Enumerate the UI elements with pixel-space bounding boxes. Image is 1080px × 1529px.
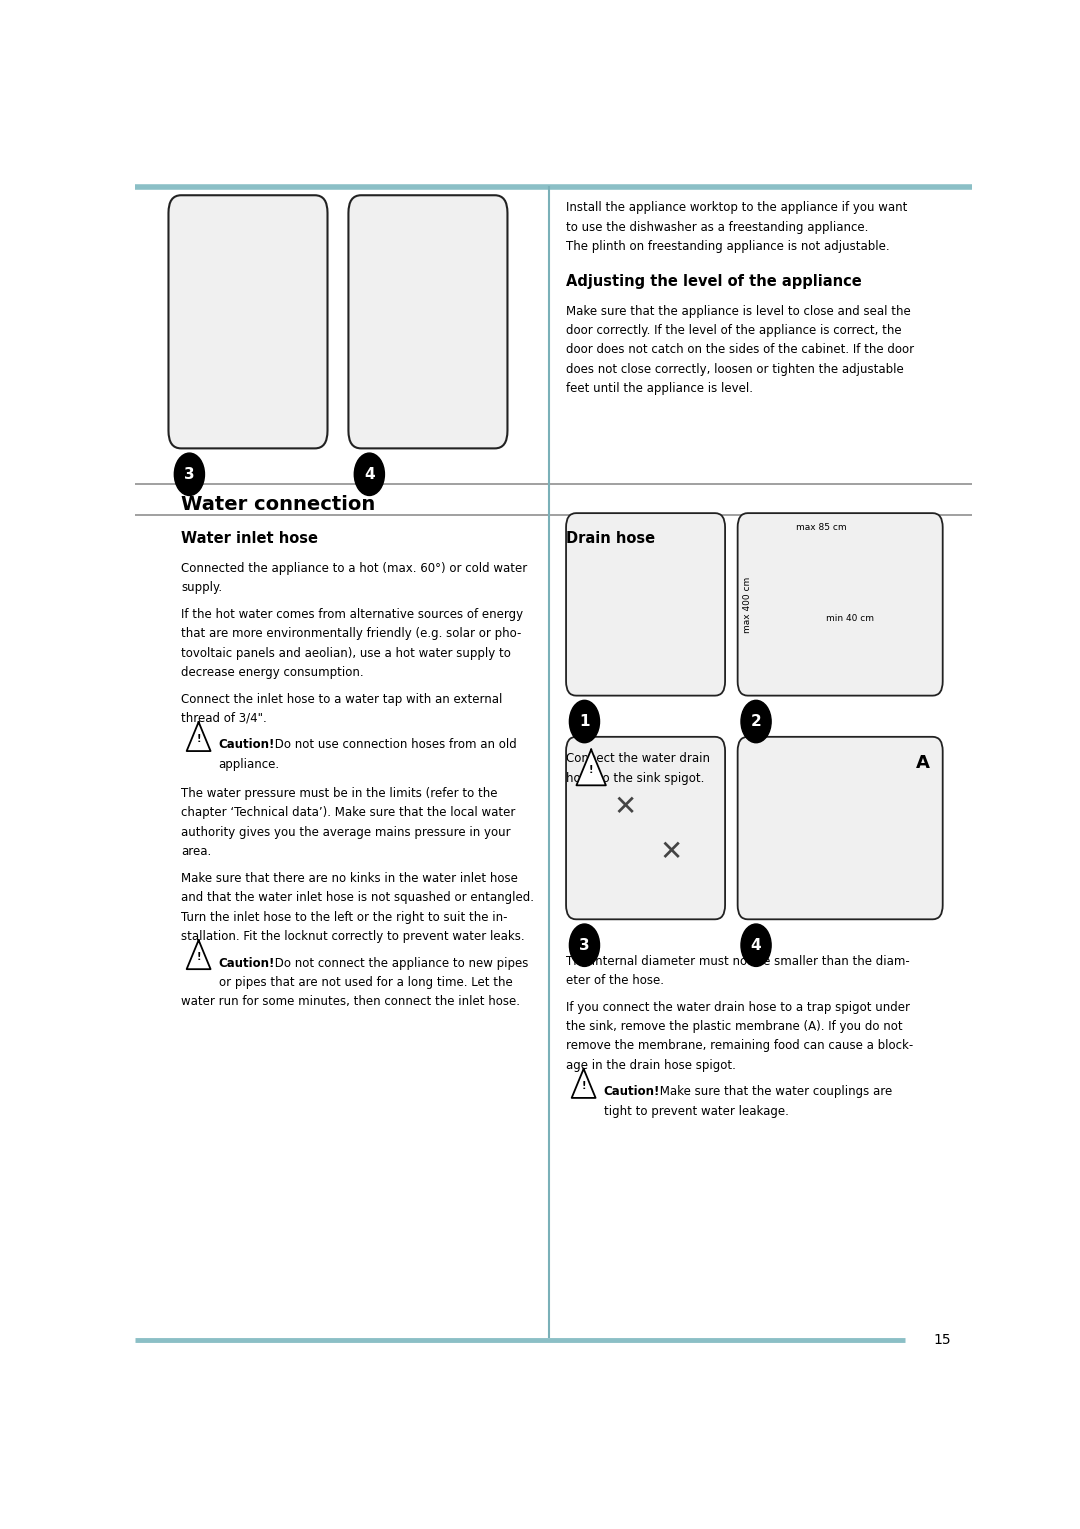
FancyBboxPatch shape <box>566 514 725 696</box>
Text: ✕: ✕ <box>613 794 636 821</box>
FancyBboxPatch shape <box>738 737 943 919</box>
Circle shape <box>741 700 771 743</box>
Circle shape <box>354 453 384 495</box>
Text: Do not connect the appliance to new pipes: Do not connect the appliance to new pipe… <box>271 957 529 969</box>
Text: eter of the hose.: eter of the hose. <box>566 974 664 988</box>
Polygon shape <box>571 1069 595 1098</box>
Text: 3: 3 <box>184 466 194 482</box>
Text: tovoltaic panels and aeolian), use a hot water supply to: tovoltaic panels and aeolian), use a hot… <box>181 647 511 659</box>
FancyBboxPatch shape <box>349 196 508 448</box>
Text: The internal diameter must not be smaller than the diam-: The internal diameter must not be smalle… <box>566 954 909 968</box>
Text: age in the drain hose spigot.: age in the drain hose spigot. <box>566 1058 735 1072</box>
Text: stallation. Fit the locknut correctly to prevent water leaks.: stallation. Fit the locknut correctly to… <box>181 930 525 943</box>
Text: If the hot water comes from alternative sources of energy: If the hot water comes from alternative … <box>181 609 523 621</box>
Text: decrease energy consumption.: decrease energy consumption. <box>181 667 364 679</box>
FancyBboxPatch shape <box>168 196 327 448</box>
Text: Turn the inlet hose to the left or the right to suit the in-: Turn the inlet hose to the left or the r… <box>181 911 508 924</box>
Text: Install the appliance worktop to the appliance if you want: Install the appliance worktop to the app… <box>566 202 907 214</box>
Text: Drain hose: Drain hose <box>566 531 656 546</box>
Text: If you connect the water drain hose to a trap spigot under: If you connect the water drain hose to a… <box>566 1000 910 1014</box>
Text: 2: 2 <box>751 714 761 729</box>
Text: min 40 cm: min 40 cm <box>825 615 874 624</box>
Text: !: ! <box>589 764 593 775</box>
Text: thread of 3/4".: thread of 3/4". <box>181 713 267 725</box>
Text: Caution!: Caution! <box>218 957 275 969</box>
Text: A: A <box>916 754 930 772</box>
Polygon shape <box>187 722 211 751</box>
Text: Connect the inlet hose to a water tap with an external: Connect the inlet hose to a water tap wi… <box>181 693 502 705</box>
Text: Connected the appliance to a hot (max. 60°) or cold water: Connected the appliance to a hot (max. 6… <box>181 561 527 575</box>
Text: does not close correctly, loosen or tighten the adjustable: does not close correctly, loosen or tigh… <box>566 362 904 376</box>
Text: area.: area. <box>181 846 212 858</box>
Text: feet until the appliance is level.: feet until the appliance is level. <box>566 382 753 396</box>
Text: door correctly. If the level of the appliance is correct, the: door correctly. If the level of the appl… <box>566 324 902 336</box>
Polygon shape <box>577 749 606 786</box>
Text: 15: 15 <box>934 1333 951 1347</box>
Text: authority gives you the average mains pressure in your: authority gives you the average mains pr… <box>181 826 511 839</box>
Text: water run for some minutes, then connect the inlet hose.: water run for some minutes, then connect… <box>181 995 521 1009</box>
Circle shape <box>741 924 771 966</box>
Text: Water connection: Water connection <box>181 495 375 514</box>
FancyBboxPatch shape <box>566 737 725 919</box>
Text: Water inlet hose: Water inlet hose <box>181 531 318 546</box>
Text: chapter ‘Technical data’). Make sure that the local water: chapter ‘Technical data’). Make sure tha… <box>181 806 515 820</box>
Text: to use the dishwasher as a freestanding appliance.: to use the dishwasher as a freestanding … <box>566 220 868 234</box>
Text: Make sure that there are no kinks in the water inlet hose: Make sure that there are no kinks in the… <box>181 872 518 885</box>
Text: 4: 4 <box>751 937 761 953</box>
Circle shape <box>569 700 599 743</box>
Text: !: ! <box>197 734 201 743</box>
Text: remove the membrane, remaining food can cause a block-: remove the membrane, remaining food can … <box>566 1040 914 1052</box>
Text: door does not catch on the sides of the cabinet. If the door: door does not catch on the sides of the … <box>566 344 914 356</box>
Text: that are more environmentally friendly (e.g. solar or pho-: that are more environmentally friendly (… <box>181 627 522 641</box>
Text: 1: 1 <box>579 714 590 729</box>
Text: Caution!: Caution! <box>218 739 275 751</box>
Text: the sink, remove the plastic membrane (A). If you do not: the sink, remove the plastic membrane (A… <box>566 1020 903 1034</box>
Text: 4: 4 <box>364 466 375 482</box>
Text: Adjusting the level of the appliance: Adjusting the level of the appliance <box>566 274 862 289</box>
Text: Caution!: Caution! <box>604 1086 660 1098</box>
Text: max 400 cm: max 400 cm <box>743 576 752 633</box>
Circle shape <box>174 453 204 495</box>
Text: appliance.: appliance. <box>218 758 280 771</box>
Text: and that the water inlet hose is not squashed or entangled.: and that the water inlet hose is not squ… <box>181 891 534 904</box>
Circle shape <box>569 924 599 966</box>
Text: or pipes that are not used for a long time. Let the: or pipes that are not used for a long ti… <box>218 976 512 989</box>
Text: hose to the sink spigot.: hose to the sink spigot. <box>566 772 704 784</box>
Text: ✕: ✕ <box>659 838 683 865</box>
Text: !: ! <box>197 953 201 962</box>
Text: max 85 cm: max 85 cm <box>796 523 847 532</box>
Text: Do not use connection hoses from an old: Do not use connection hoses from an old <box>271 739 517 751</box>
Text: Make sure that the appliance is level to close and seal the: Make sure that the appliance is level to… <box>566 304 910 318</box>
Text: Make sure that the water couplings are: Make sure that the water couplings are <box>657 1086 893 1098</box>
FancyBboxPatch shape <box>738 514 943 696</box>
Text: supply.: supply. <box>181 581 222 595</box>
Text: 3: 3 <box>579 937 590 953</box>
Text: The water pressure must be in the limits (refer to the: The water pressure must be in the limits… <box>181 787 498 800</box>
Text: tight to prevent water leakage.: tight to prevent water leakage. <box>604 1105 788 1118</box>
Text: Connect the water drain: Connect the water drain <box>566 752 710 764</box>
Polygon shape <box>187 940 211 969</box>
Text: !: ! <box>581 1081 585 1090</box>
Text: The plinth on freestanding appliance is not adjustable.: The plinth on freestanding appliance is … <box>566 240 890 252</box>
